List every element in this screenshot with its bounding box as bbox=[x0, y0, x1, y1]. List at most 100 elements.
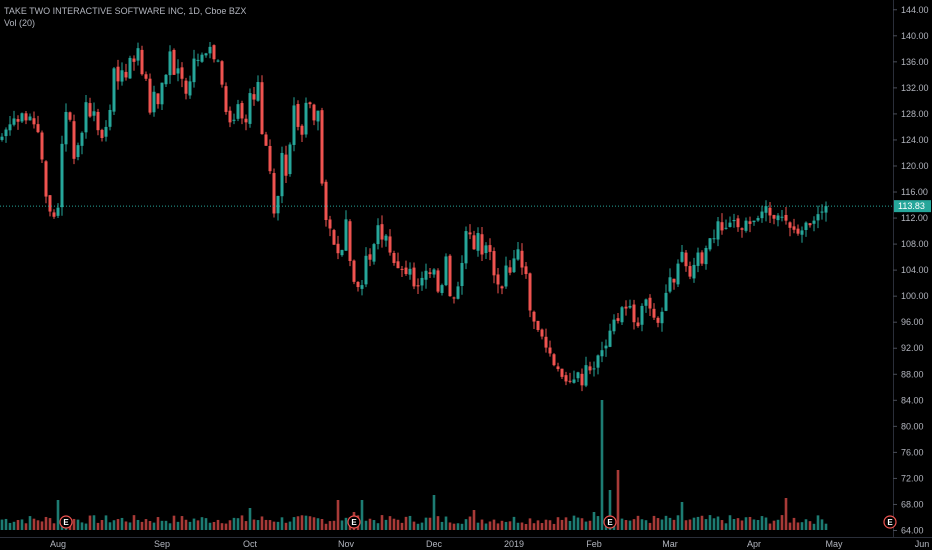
candle-body bbox=[8, 124, 12, 131]
volume-bar bbox=[524, 523, 528, 530]
candle bbox=[36, 115, 40, 134]
candle-body bbox=[160, 82, 164, 105]
candle bbox=[560, 368, 564, 379]
candle bbox=[188, 75, 192, 99]
candle bbox=[692, 257, 696, 283]
candle-body bbox=[104, 126, 108, 137]
candle bbox=[436, 268, 440, 294]
volume-bar bbox=[588, 520, 592, 530]
earnings-marker[interactable]: E bbox=[603, 515, 617, 529]
volume-bar bbox=[340, 520, 344, 530]
candle-body bbox=[28, 116, 32, 121]
candle-body bbox=[444, 256, 448, 286]
volume-bar bbox=[324, 523, 328, 530]
volume-bar bbox=[584, 521, 588, 530]
candle bbox=[824, 201, 828, 222]
candle-body bbox=[228, 110, 232, 123]
chart-title: TAKE TWO INTERACTIVE SOFTWARE INC, 1D, C… bbox=[4, 6, 247, 16]
earnings-marker[interactable]: E bbox=[59, 515, 73, 529]
candle bbox=[268, 139, 272, 175]
volume-bar bbox=[84, 523, 88, 530]
candle bbox=[804, 221, 808, 237]
volume-bar bbox=[652, 515, 656, 530]
volume-bar bbox=[512, 516, 516, 530]
volume-bar bbox=[44, 516, 48, 530]
candle-body bbox=[640, 305, 644, 325]
candle bbox=[372, 242, 376, 265]
candle bbox=[764, 200, 768, 222]
x-tick-label: Dec bbox=[426, 539, 443, 549]
volume-bar bbox=[444, 516, 448, 530]
volume-bar bbox=[100, 520, 104, 530]
candle-body bbox=[428, 272, 432, 275]
candle bbox=[668, 268, 672, 294]
volume-bar bbox=[404, 516, 408, 530]
candle bbox=[448, 254, 452, 297]
candle bbox=[768, 202, 772, 224]
volume-bar bbox=[428, 517, 432, 530]
candle-body bbox=[20, 113, 24, 122]
candle-body bbox=[184, 80, 188, 94]
volume-bar bbox=[436, 516, 440, 530]
candle-body bbox=[460, 262, 464, 286]
candle-body bbox=[88, 103, 92, 117]
volume-bar bbox=[592, 512, 596, 530]
candle bbox=[712, 229, 716, 244]
candle-body bbox=[364, 255, 368, 285]
candle bbox=[264, 131, 268, 146]
volume-bar bbox=[216, 519, 220, 530]
candle bbox=[196, 53, 200, 67]
candle bbox=[92, 102, 96, 122]
volume-bar bbox=[40, 521, 44, 530]
candle bbox=[516, 242, 520, 261]
y-tick-label: 88.00 bbox=[901, 369, 924, 379]
volume-bar bbox=[188, 521, 192, 530]
candle-body bbox=[252, 94, 256, 100]
volume-bar bbox=[720, 520, 724, 530]
earnings-marker[interactable]: E bbox=[883, 515, 897, 529]
earnings-marker[interactable]: E bbox=[347, 515, 361, 529]
x-tick-label: Feb bbox=[586, 539, 602, 549]
candle-body bbox=[512, 258, 516, 273]
candle bbox=[212, 44, 216, 63]
volume-bar bbox=[628, 520, 632, 530]
candle bbox=[132, 55, 136, 71]
volume-bar bbox=[692, 517, 696, 530]
volume-bar bbox=[776, 519, 780, 530]
volume-bar bbox=[760, 516, 764, 530]
y-tick-label: 72.00 bbox=[901, 473, 924, 483]
candle-body bbox=[516, 249, 520, 260]
candle-body bbox=[260, 82, 264, 135]
volume-bar bbox=[508, 521, 512, 530]
candle bbox=[596, 354, 600, 375]
volume-bar bbox=[80, 522, 84, 530]
candle-body bbox=[180, 67, 184, 79]
candle bbox=[52, 209, 56, 219]
volume-bar bbox=[680, 502, 684, 530]
volume-bar bbox=[104, 515, 108, 530]
volume-bar bbox=[284, 522, 288, 530]
candle bbox=[388, 229, 392, 256]
volume-bar bbox=[320, 519, 324, 530]
volume-bar bbox=[576, 517, 580, 530]
candle-body bbox=[656, 317, 660, 323]
volume-bar bbox=[452, 523, 456, 530]
candle-body bbox=[32, 118, 36, 125]
candle-body bbox=[388, 236, 392, 253]
candle-body bbox=[472, 235, 476, 250]
price-axis[interactable] bbox=[893, 0, 932, 550]
candle bbox=[380, 215, 384, 248]
volume-bar bbox=[252, 519, 256, 530]
candle-body bbox=[700, 252, 704, 264]
candle-body bbox=[220, 61, 224, 85]
candle-body bbox=[108, 110, 112, 127]
volume-bar bbox=[48, 518, 52, 530]
candle-body bbox=[744, 220, 748, 231]
candle-body bbox=[248, 93, 252, 124]
candle-body bbox=[24, 113, 28, 121]
candle-body bbox=[148, 78, 152, 113]
y-tick-label: 68.00 bbox=[901, 499, 924, 509]
candle bbox=[680, 245, 684, 263]
candle-body bbox=[536, 320, 540, 331]
